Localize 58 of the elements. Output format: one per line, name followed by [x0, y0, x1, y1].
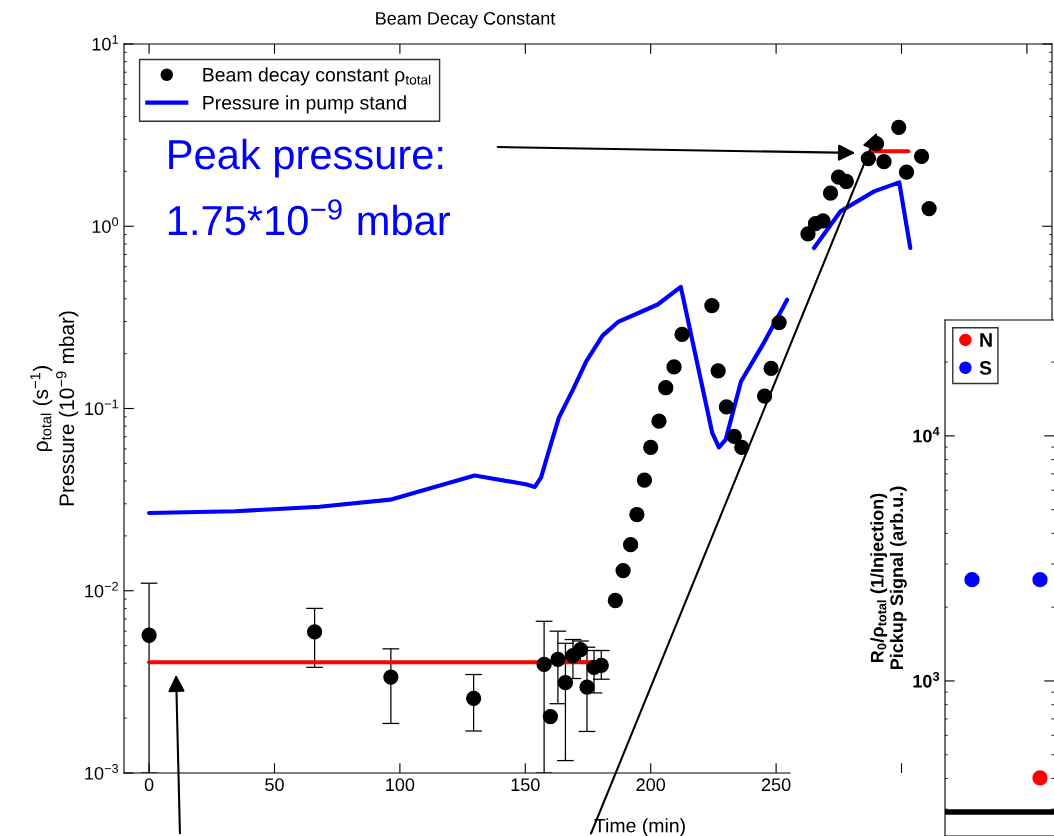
- point: [771, 314, 787, 331]
- point: [674, 326, 690, 343]
- x-tick-label: 200: [636, 778, 666, 792]
- point: [465, 690, 482, 706]
- point: [666, 359, 682, 375]
- point: [383, 669, 399, 685]
- point: [710, 363, 726, 379]
- point: [615, 562, 631, 579]
- y-tick-label: 10$^{1}$: [92, 35, 118, 51]
- point: [921, 200, 937, 217]
- legend-label: Beam decay constant ρ$_{total}$: [203, 67, 431, 86]
- x-tick-label: 250: [761, 778, 791, 792]
- point: [763, 360, 779, 377]
- point: [734, 439, 750, 456]
- x-tick-label: 50: [265, 778, 284, 792]
- point: [756, 388, 773, 404]
- x-tick-label: 150: [511, 778, 540, 792]
- y-tick-label: 10$^{−3}$: [85, 764, 119, 780]
- point: [579, 679, 595, 695]
- point: [651, 413, 667, 429]
- point: [815, 213, 831, 229]
- annotation: Peak pressure: 1.75*10$^{−9}$ mbar: [168, 138, 450, 236]
- point: [306, 624, 323, 640]
- point: [718, 399, 735, 415]
- x-axis-title: Time (min): [594, 818, 685, 836]
- point: [550, 651, 566, 668]
- point: [636, 472, 653, 488]
- y-tick-label: 10$^{−1}$: [85, 399, 118, 416]
- point: [822, 185, 839, 201]
- legend-label: Pressure in pump stand: [203, 95, 406, 114]
- x-tick-label: 100: [386, 778, 415, 792]
- y-tick-label: 10$^{−2}$: [85, 581, 118, 598]
- point: [622, 537, 639, 553]
- point: [704, 297, 720, 314]
- x-tick-label: 0: [144, 778, 154, 792]
- legend-label: S: [979, 361, 992, 375]
- point: [141, 627, 157, 643]
- y-axis-title: R$_{0}$/ρ$_{total}$ (1/Injection) Pickup Signal (arb.u.): [870, 486, 907, 670]
- y-tick-label: 10$^{4}$: [913, 426, 940, 443]
- point: [838, 173, 854, 190]
- y-axis-title: ρ$_{total}$ (s$^{−1}$) Pressure (10$^{−9}$ mbar): [30, 311, 79, 506]
- point: [658, 380, 674, 396]
- point: [542, 708, 559, 725]
- legend-label: N: [980, 333, 992, 347]
- point: [607, 592, 623, 609]
- y-tick-label: 10$^{0}$: [92, 217, 119, 233]
- point: [876, 154, 892, 170]
- chart-title: Beam Decay Constant: [376, 11, 556, 29]
- point: [629, 506, 645, 523]
- point: [536, 656, 552, 673]
- y-tick-label: 10$^{3}$: [913, 671, 940, 688]
- point: [643, 439, 659, 456]
- point: [800, 226, 816, 242]
- point: [913, 148, 930, 164]
- point: [898, 164, 915, 180]
- point: [726, 428, 742, 445]
- point: [891, 119, 907, 135]
- point: [557, 675, 574, 691]
